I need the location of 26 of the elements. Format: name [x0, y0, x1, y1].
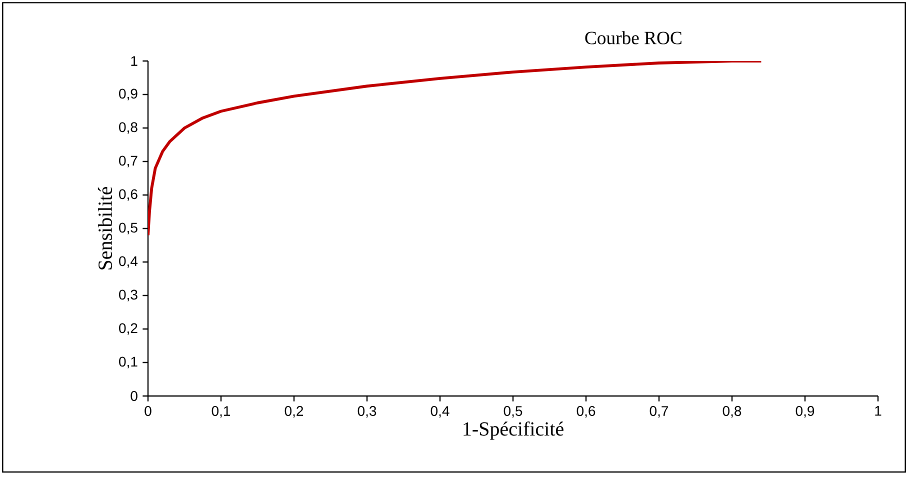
x-tick-label: 0: [144, 406, 152, 416]
x-tick-label: 0,4: [430, 406, 450, 418]
x-tick-label: 0,1: [212, 406, 230, 418]
x-tick-label: 0,3: [358, 406, 376, 418]
y-tick-label: 1: [131, 56, 138, 66]
y-tick-label: 0,7: [119, 156, 138, 168]
x-tick-label: 0,2: [284, 406, 304, 418]
y-tick-label: 0,5: [119, 222, 138, 234]
x-tick-label: 0,8: [722, 406, 742, 418]
x-tick-label: 0,9: [796, 406, 814, 418]
y-tick-label: 0,9: [119, 88, 138, 100]
y-tick-label: 0,2: [119, 323, 138, 335]
x-tick-label: 0,7: [650, 406, 668, 418]
y-tick-label: 0,8: [119, 122, 138, 134]
x-tick-label: 0,6: [576, 406, 596, 418]
x-tick-label: 0,5: [504, 406, 522, 418]
x-tick-label: 1: [875, 406, 882, 416]
y-tick-label: 0,1: [119, 356, 138, 368]
line-series: [148, 61, 763, 237]
y-tick-label: 0,3: [119, 290, 138, 302]
y-tick-label: 0: [130, 391, 138, 401]
y-axis-title: Sensibilité: [98, 186, 112, 270]
y-tick-label: 0,4: [119, 256, 138, 268]
x-axis-title: 1-Spécificité: [464, 421, 564, 440]
y-tick-label: 0,6: [119, 189, 138, 201]
chart-title: Courbe ROC: [585, 31, 682, 44]
